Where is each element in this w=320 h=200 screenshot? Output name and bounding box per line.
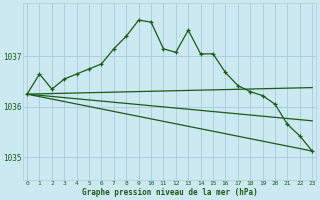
X-axis label: Graphe pression niveau de la mer (hPa): Graphe pression niveau de la mer (hPa): [82, 188, 258, 197]
